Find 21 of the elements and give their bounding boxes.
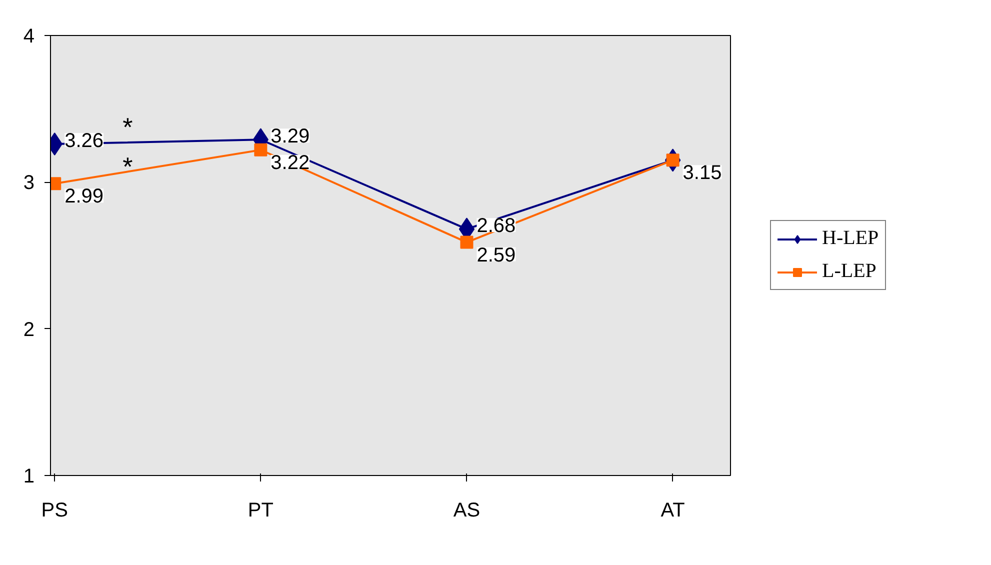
y-tick-label: 1 bbox=[23, 466, 34, 488]
y-tick-label: 3 bbox=[23, 172, 34, 194]
data-label: 3.22 bbox=[270, 152, 310, 174]
annotation: * bbox=[122, 152, 133, 182]
point bbox=[460, 236, 474, 249]
data-label: 2.59 bbox=[476, 244, 516, 266]
legend-label: H-LEP bbox=[822, 227, 879, 250]
legend-label: L-LEP bbox=[822, 260, 876, 283]
data-label: 3.29 bbox=[270, 126, 310, 148]
x-tick-label: AT bbox=[660, 500, 685, 522]
data-label: 2.99 bbox=[64, 186, 104, 208]
y-tick-label: 2 bbox=[23, 318, 34, 341]
y-tick-label: 4 bbox=[23, 26, 34, 48]
data-label: 3.15 bbox=[682, 162, 722, 184]
x-tick-label: AS bbox=[453, 500, 480, 522]
data-label: 2.68 bbox=[476, 215, 516, 238]
x-tick-label: PT bbox=[248, 500, 274, 522]
data-label: 3.26 bbox=[64, 130, 104, 152]
x-tick-label: PS bbox=[41, 500, 68, 522]
point bbox=[254, 143, 268, 156]
annotation: * bbox=[122, 112, 133, 142]
